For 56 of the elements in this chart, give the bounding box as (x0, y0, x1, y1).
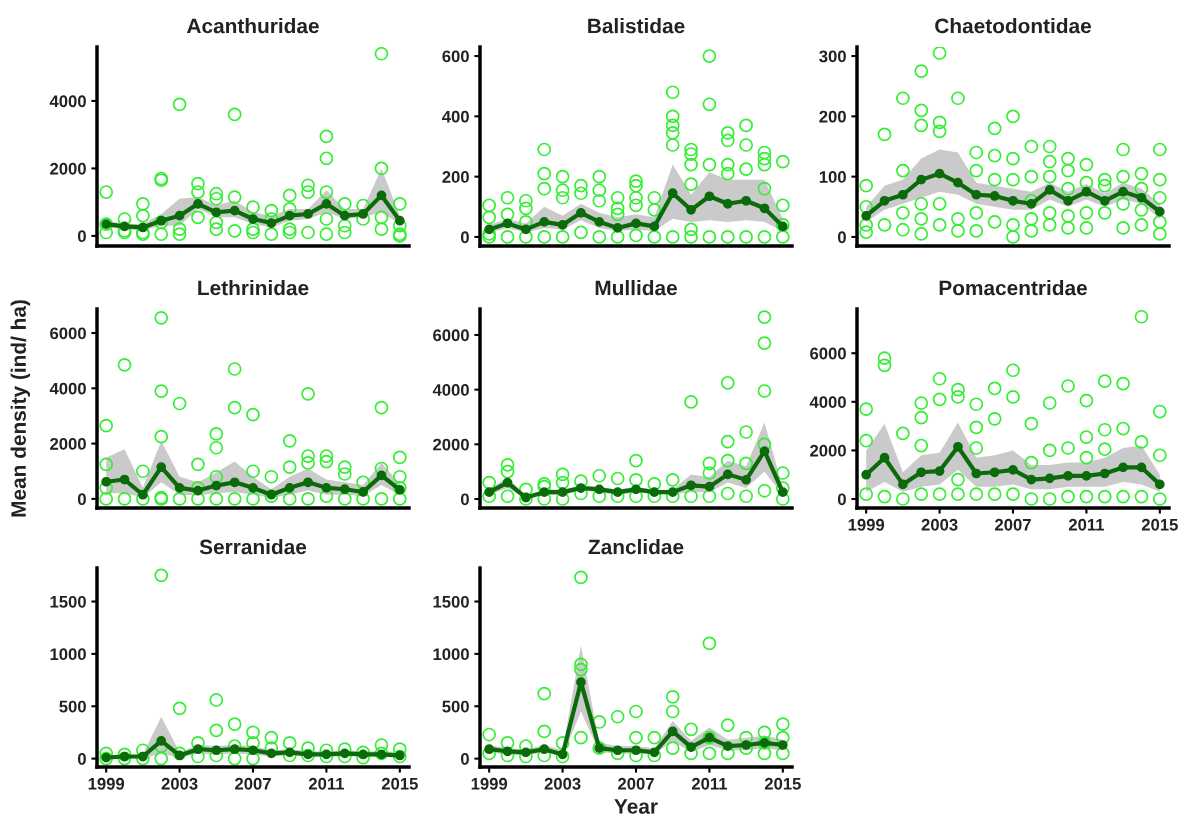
y-tick-label: 400 (442, 110, 469, 123)
chart-title: Zanclidae (588, 539, 684, 555)
y-tick-label: 0 (460, 231, 469, 244)
x-tick-label: 2015 (381, 777, 418, 790)
x-axis-title: Year (614, 799, 658, 814)
y-tick-label: 500 (442, 700, 469, 713)
y-tick-label: 4000 (49, 382, 86, 395)
x-tick-label: 2011 (308, 777, 345, 790)
x-tick-label: 2015 (764, 777, 801, 790)
x-tick-label: 2003 (921, 518, 958, 531)
y-tick-label: 300 (819, 50, 846, 63)
y-tick-label: 1000 (433, 648, 469, 661)
y-tick-label: 2000 (50, 162, 86, 175)
x-tick-label: 2007 (618, 777, 654, 790)
y-axis-title: Mean density (ind/ ha) (10, 300, 31, 517)
chart-title: Mullidae (595, 280, 677, 296)
y-tick-label: 0 (77, 493, 86, 506)
y-tick-label: 200 (442, 171, 469, 183)
y-tick-label: 4000 (809, 396, 846, 409)
chart-title: Pomacentridae (939, 280, 1087, 296)
chart-title: Chaetodontidae (935, 18, 1091, 34)
x-tick-label: 2011 (691, 777, 728, 790)
x-tick-label: 1999 (848, 518, 885, 531)
chart-title: Lethrinidae (198, 280, 309, 296)
x-tick-label: 2003 (161, 777, 198, 790)
y-tick-label: 500 (59, 700, 86, 713)
y-tick-label: 2000 (50, 438, 86, 450)
y-tick-label: 6000 (810, 347, 846, 360)
y-tick-label: 2000 (810, 444, 846, 457)
x-tick-label: 2011 (1068, 518, 1105, 531)
x-tick-label: 2003 (544, 777, 581, 790)
y-tick-label: 600 (442, 50, 469, 63)
y-tick-label: 6000 (50, 327, 86, 340)
y-tick-label: 0 (837, 231, 846, 244)
y-tick-label: 100 (819, 171, 846, 183)
y-tick-label: 2000 (433, 438, 469, 451)
x-tick-label: 2015 (1141, 518, 1178, 531)
y-tick-label: 1000 (50, 648, 86, 661)
chart-title: Balistidae (588, 18, 685, 34)
y-tick-label: 0 (77, 753, 86, 765)
y-tick-label: 6000 (433, 329, 469, 342)
y-tick-label: 0 (837, 493, 846, 506)
y-tick-label: 0 (460, 493, 469, 506)
chart-title: Acanthuridae (186, 18, 319, 34)
x-tick-label: 1999 (88, 777, 125, 790)
y-tick-label: 4000 (49, 95, 86, 108)
x-tick-label: 2007 (235, 777, 271, 790)
x-tick-label: 1999 (471, 777, 508, 790)
y-tick-label: 1500 (433, 595, 469, 608)
y-tick-label: 0 (460, 753, 469, 765)
y-tick-label: 200 (819, 110, 846, 123)
y-tick-label: 0 (77, 230, 86, 243)
chart-title: Serranidae (199, 539, 307, 555)
x-tick-label: 2007 (995, 518, 1031, 531)
y-tick-label: 1500 (50, 595, 86, 608)
y-tick-label: 4000 (432, 384, 469, 396)
